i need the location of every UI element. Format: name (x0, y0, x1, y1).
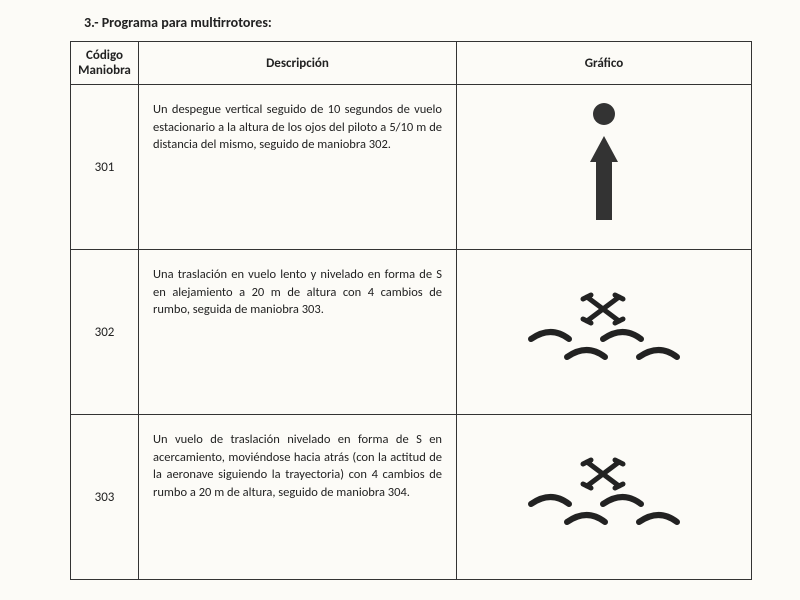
s-curve-x-icon (519, 291, 689, 369)
desc-cell: Un despegue vertical seguido de 10 segun… (139, 85, 457, 250)
arrow-up-dot-icon (579, 100, 629, 230)
graphic-cell (457, 85, 752, 250)
table-row: 302 Una traslación en vuelo lento y nive… (71, 250, 752, 415)
code-cell: 301 (71, 85, 139, 250)
col-header-desc: Descripción (139, 42, 457, 85)
table-row: 303 Un vuelo de traslación nivelado en f… (71, 415, 752, 580)
maneuver-table: Código Maniobra Descripción Gráfico 301 … (70, 41, 752, 580)
s-curve-x-icon (519, 456, 689, 534)
graphic-cell (457, 250, 752, 415)
graphic-cell (457, 415, 752, 580)
code-cell: 302 (71, 250, 139, 415)
table-row: 301 Un despegue vertical seguido de 10 s… (71, 85, 752, 250)
desc-cell: Un vuelo de traslación nivelado en forma… (139, 415, 457, 580)
code-cell: 303 (71, 415, 139, 580)
col-header-code: Código Maniobra (71, 42, 139, 85)
desc-cell: Una traslación en vuelo lento y nivelado… (139, 250, 457, 415)
section-title: 3.- Programa para multirrotores: (84, 14, 752, 31)
col-header-graphic: Gráfico (457, 42, 752, 85)
